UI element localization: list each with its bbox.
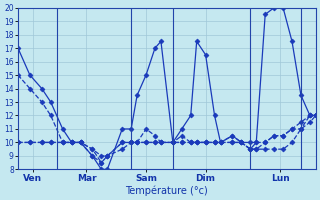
X-axis label: Température (°c): Température (°c) [125, 185, 208, 196]
